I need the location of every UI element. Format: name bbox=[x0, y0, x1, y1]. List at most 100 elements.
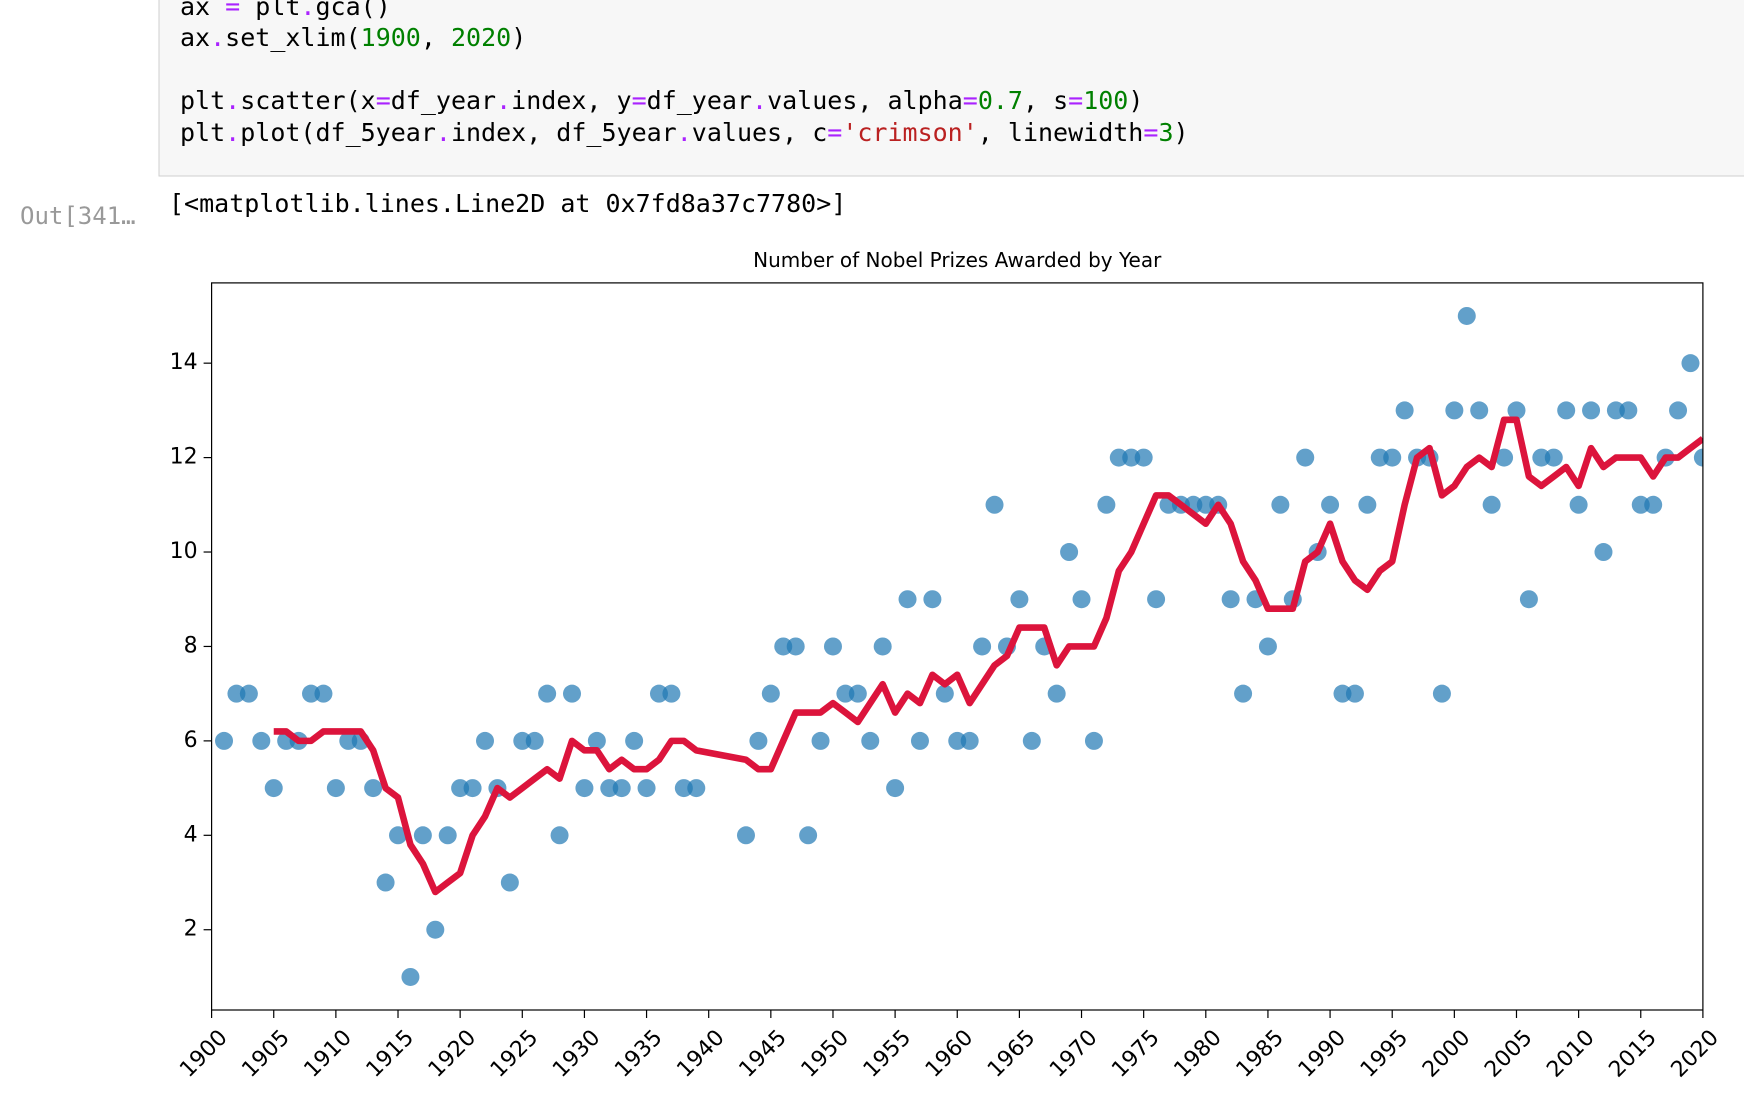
code-token: index, y bbox=[511, 86, 631, 115]
code-token: df_year bbox=[391, 86, 496, 115]
scatter-point bbox=[1333, 684, 1352, 703]
code-token: . bbox=[496, 86, 511, 115]
scatter-point bbox=[401, 967, 420, 986]
x-tick-label: 1910 bbox=[300, 1025, 357, 1082]
x-tick-label: 1995 bbox=[1356, 1025, 1413, 1082]
code-token: = bbox=[963, 86, 978, 115]
scatter-point bbox=[960, 731, 979, 750]
scatter-point bbox=[1196, 495, 1215, 514]
scatter-point bbox=[215, 731, 234, 750]
y-tick-label: 8 bbox=[184, 633, 198, 658]
rolling-line bbox=[273, 416, 1703, 896]
scatter-point bbox=[339, 731, 358, 750]
x-tick-label: 1960 bbox=[921, 1025, 978, 1082]
scatter-point bbox=[1109, 448, 1128, 467]
scatter-point bbox=[1258, 637, 1277, 656]
x-tick-label: 1985 bbox=[1232, 1025, 1289, 1082]
output-prompt: Out[341… bbox=[20, 202, 136, 230]
code-token: , s bbox=[1023, 86, 1068, 115]
code-token: 1900 bbox=[361, 23, 421, 52]
scatter-point bbox=[811, 731, 830, 750]
axes-frame bbox=[211, 282, 1704, 1011]
scatter-point bbox=[625, 731, 644, 750]
x-tick-label: 1970 bbox=[1045, 1025, 1102, 1082]
code-token: plt bbox=[180, 118, 225, 147]
scatter-point bbox=[786, 637, 805, 656]
code-token: values, c bbox=[692, 118, 827, 147]
scatter-point bbox=[1470, 401, 1489, 420]
scatter-point bbox=[376, 873, 395, 892]
x-tick-label: 1900 bbox=[175, 1025, 232, 1082]
code-token: values, alpha bbox=[767, 86, 963, 115]
scatter-point bbox=[935, 684, 954, 703]
scatter-point bbox=[1507, 401, 1526, 420]
x-tick-label: 1915 bbox=[362, 1025, 419, 1082]
scatter-point bbox=[1681, 354, 1700, 373]
scatter-point bbox=[637, 779, 656, 798]
scatter-point bbox=[562, 684, 581, 703]
code-token: , linewidth bbox=[978, 118, 1144, 147]
code-token: = bbox=[827, 118, 842, 147]
code-token: scatter(x bbox=[240, 86, 375, 115]
scatter-point bbox=[364, 779, 383, 798]
scatter-point bbox=[1010, 590, 1029, 609]
x-tick-label: 2000 bbox=[1418, 1025, 1475, 1082]
code-token: ax bbox=[180, 23, 210, 52]
scatter-point bbox=[1432, 684, 1451, 703]
scatter-point bbox=[302, 684, 321, 703]
plot-area bbox=[215, 306, 1703, 986]
scatter-point bbox=[1619, 401, 1638, 420]
scatter-point bbox=[886, 779, 905, 798]
scatter-point bbox=[1022, 731, 1041, 750]
scatter-point bbox=[1122, 448, 1141, 467]
code-token: . bbox=[225, 118, 240, 147]
scatter-point bbox=[1445, 401, 1464, 420]
scatter-point bbox=[550, 826, 569, 845]
x-tick-label: 2015 bbox=[1604, 1025, 1661, 1082]
scatter-point bbox=[1271, 495, 1290, 514]
scatter-point bbox=[1047, 684, 1066, 703]
code-token: plot(df_5year bbox=[240, 118, 436, 147]
code-cell[interactable] bbox=[158, 0, 1744, 177]
scatter-point bbox=[985, 495, 1004, 514]
code-token: gca() bbox=[315, 0, 390, 21]
code-token: . bbox=[225, 86, 240, 115]
code-token: set_xlim( bbox=[225, 23, 360, 52]
code-token: ) bbox=[1174, 118, 1189, 147]
scatter-point bbox=[538, 684, 557, 703]
scatter-point bbox=[1097, 495, 1116, 514]
scatter-point bbox=[1395, 401, 1414, 420]
scatter-point bbox=[1345, 684, 1364, 703]
scatter-point bbox=[1060, 543, 1079, 562]
scatter-point bbox=[413, 826, 432, 845]
scatter-point bbox=[1582, 401, 1601, 420]
code-line: plt.plot(df_5year.index, df_5year.values… bbox=[180, 118, 1189, 147]
code-token: , bbox=[421, 23, 451, 52]
scatter-point bbox=[923, 590, 942, 609]
scatter-point bbox=[1569, 495, 1588, 514]
scatter-point bbox=[513, 731, 532, 750]
x-tick-label: 1905 bbox=[237, 1025, 294, 1082]
scatter-point bbox=[600, 779, 619, 798]
scatter-point bbox=[476, 731, 495, 750]
scatter-point bbox=[587, 731, 606, 750]
scatter-point bbox=[1669, 401, 1688, 420]
scatter-point bbox=[1557, 401, 1576, 420]
chart-title: Number of Nobel Prizes Awarded by Year bbox=[753, 248, 1162, 272]
scatter-point bbox=[525, 731, 544, 750]
scatter-point bbox=[1544, 448, 1563, 467]
scatter-point bbox=[973, 637, 992, 656]
code-token: . bbox=[300, 0, 315, 21]
plot: Number of Nobel Prizes Awarded by Year 2 4… bbox=[170, 248, 1724, 1083]
code-line: ax.set_xlim(1900, 2020) bbox=[180, 23, 526, 52]
scatter-point bbox=[761, 684, 780, 703]
scatter-point bbox=[227, 684, 246, 703]
scatter-point bbox=[451, 779, 470, 798]
scatter-point bbox=[1606, 401, 1625, 420]
scatter-point bbox=[252, 731, 271, 750]
scatter-point bbox=[1631, 495, 1650, 514]
code-token: 0.7 bbox=[978, 86, 1023, 115]
scatter-point bbox=[823, 637, 842, 656]
code-token: 3 bbox=[1158, 118, 1173, 147]
scatter-point bbox=[861, 731, 880, 750]
